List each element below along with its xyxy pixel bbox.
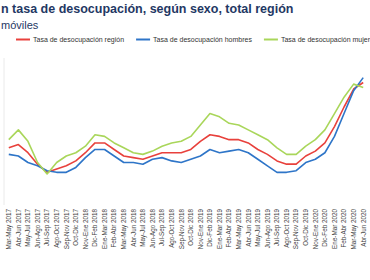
x-tick-label: May-Jul 2019 <box>254 209 262 247</box>
x-tick-label: Abr-Jun 2020 <box>360 209 367 247</box>
x-tick-label: Ago-Oct 2017 <box>53 209 61 248</box>
x-axis: Mar-May 2017Abr-Jun 2017May-Jul 2017Jun-… <box>5 209 366 250</box>
x-tick-label: Abr-Jun 2018 <box>130 209 137 247</box>
x-tick-label: Jun-Ago 2017 <box>34 209 42 249</box>
x-tick-label: Nov-Ene 2018 <box>82 209 89 250</box>
x-tick-label: Ene-Mar 2018 <box>101 209 108 249</box>
x-tick-label: Sep-Nov 2019 <box>292 209 300 250</box>
x-tick-label: Ago-Oct 2018 <box>168 209 176 248</box>
subtitle: móviles <box>1 19 39 31</box>
chart: n tasa de desocupación, según sexo, tota… <box>0 0 370 280</box>
legend-label: Tasa de desocupación hombres <box>153 36 252 44</box>
plot-area <box>9 78 363 174</box>
x-tick-label: Feb-Abr 2018 <box>110 209 117 248</box>
x-tick-label: Jul-Sep 2017 <box>43 209 51 247</box>
x-tick-label: Mar-May 2020 <box>350 209 358 250</box>
x-tick-label: Sep-Nov 2017 <box>63 209 71 250</box>
x-tick-label: Ene-Mar 2019 <box>216 209 223 249</box>
x-tick-label: Jun-Ago 2018 <box>149 209 157 249</box>
x-tick-label: Mar-May 2018 <box>120 209 128 250</box>
x-tick-label: Mar-May 2017 <box>5 209 13 250</box>
legend: Tasa de desocupación región Tasa de desoc… <box>16 36 370 44</box>
x-tick-label: Oct-Dic 2017 <box>72 209 79 246</box>
title: n tasa de desocupación, según sexo, tota… <box>1 2 293 16</box>
x-tick-label: Abr-Jun 2019 <box>245 209 252 247</box>
legend-swatch <box>16 39 30 41</box>
x-tick-label: Oct-Dic 2018 <box>187 209 194 246</box>
x-tick-label: Nov-Ene 2019 <box>197 209 204 250</box>
x-tick-label: Jul-Sep 2018 <box>158 209 166 247</box>
x-tick-label: Dic-Feb 2020 <box>321 209 328 247</box>
x-tick-label: Ene-Mar 2020 <box>331 209 338 249</box>
series-line <box>9 84 363 174</box>
legend-label: Tasa de desocupación región <box>33 36 124 44</box>
x-tick-label: Feb-Abr 2020 <box>340 209 347 248</box>
x-tick-label: Dic-Feb 2019 <box>206 209 213 247</box>
x-tick-label: Ago-Oct 2019 <box>283 209 291 248</box>
x-tick-label: Abr-Jun 2017 <box>15 209 22 247</box>
x-tick-label: May-Jul 2017 <box>24 209 32 247</box>
x-tick-label: Jun-Ago 2019 <box>264 209 272 249</box>
x-tick-label: Dic-Feb 2018 <box>91 209 98 247</box>
x-tick-label: May-Jul 2018 <box>139 209 147 247</box>
x-tick-label: Oct-Dic 2019 <box>302 209 309 246</box>
x-tick-label: Sep-Nov 2018 <box>178 209 186 250</box>
y-axis <box>4 58 5 205</box>
legend-label: Tasa de desocupación mujeres <box>281 36 370 44</box>
x-tick-label: Jul-Sep 2019 <box>273 209 281 247</box>
x-tick-label: Mar-May 2019 <box>235 209 243 250</box>
x-tick-label: Nov-Ene 2020 <box>312 209 319 250</box>
legend-swatch <box>136 39 150 41</box>
x-tick-label: Feb-Abr 2019 <box>225 209 232 248</box>
legend-swatch <box>264 39 278 41</box>
